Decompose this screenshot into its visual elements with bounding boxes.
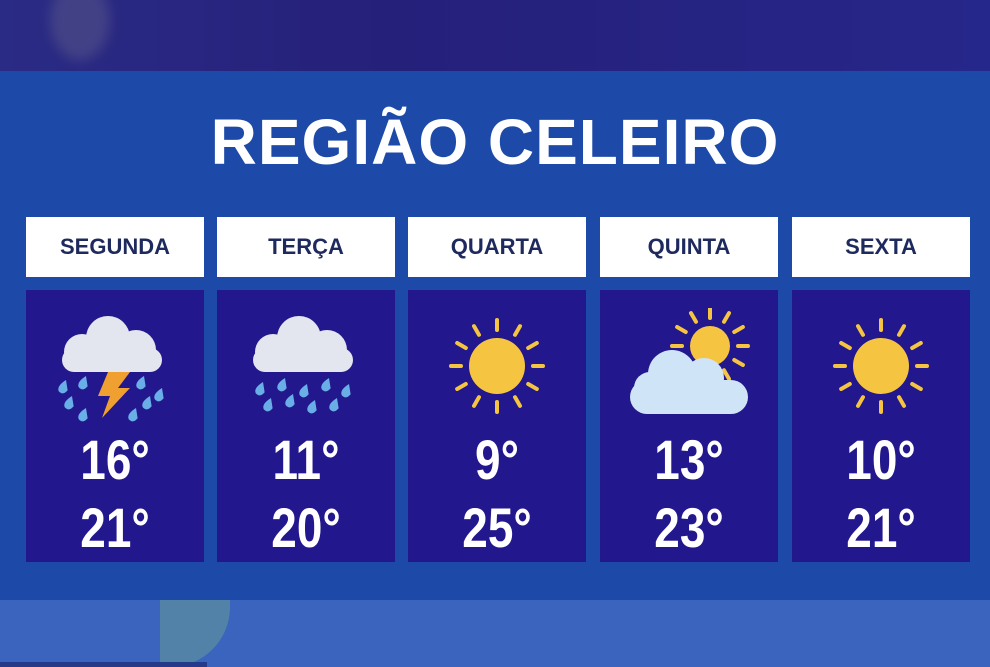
max-temperature: 23° — [654, 496, 724, 559]
day-header: SEGUNDA — [26, 217, 204, 277]
max-temperature: 21° — [846, 496, 916, 559]
day-name: SEXTA — [845, 234, 917, 259]
day-card: 9° 25° — [408, 290, 586, 562]
max-temperature: 21° — [80, 496, 150, 559]
background-decoration — [160, 600, 230, 667]
day-name: TERÇA — [268, 234, 344, 259]
max-temperature: 25° — [462, 496, 532, 559]
min-temperature: 16° — [80, 428, 150, 491]
day-card: 11° 20° — [217, 290, 395, 562]
day-column: SEGUNDA 16° 21° — [26, 217, 204, 562]
min-temperature: 13° — [654, 428, 724, 491]
page-title: REGIÃO CELEIRO — [210, 106, 780, 178]
day-header: TERÇA — [217, 217, 395, 277]
min-temperature: 11° — [272, 428, 340, 491]
day-card: 16° 21° — [26, 290, 204, 562]
day-name: SEGUNDA — [59, 234, 170, 259]
background-decoration — [50, 0, 110, 60]
rain-cloud-icon — [241, 308, 371, 423]
background-strip — [0, 662, 207, 667]
max-temperature: 20° — [271, 496, 341, 559]
day-card: 13° 23° — [600, 290, 778, 562]
background-bottom — [0, 600, 990, 667]
day-name: QUINTA — [647, 234, 731, 259]
sun-icon — [432, 308, 562, 423]
min-temperature: 10° — [846, 428, 916, 491]
partly-cloudy-icon — [624, 306, 754, 423]
day-column: QUINTA 13° 23° — [600, 217, 778, 562]
day-card: 10° 21° — [792, 290, 970, 562]
day-column: SEXTA 10° 21° — [792, 217, 970, 562]
thunderstorm-rain-icon — [50, 308, 180, 423]
day-header: QUINTA — [600, 217, 778, 277]
day-column: TERÇA 11° 20° — [217, 217, 395, 562]
day-name: QUARTA — [450, 234, 544, 259]
day-header: SEXTA — [792, 217, 970, 277]
min-temperature: 9° — [475, 428, 519, 491]
sun-icon — [816, 308, 946, 423]
day-column: QUARTA 9° 25° — [408, 217, 586, 562]
background-top — [0, 0, 990, 71]
day-header: QUARTA — [408, 217, 586, 277]
